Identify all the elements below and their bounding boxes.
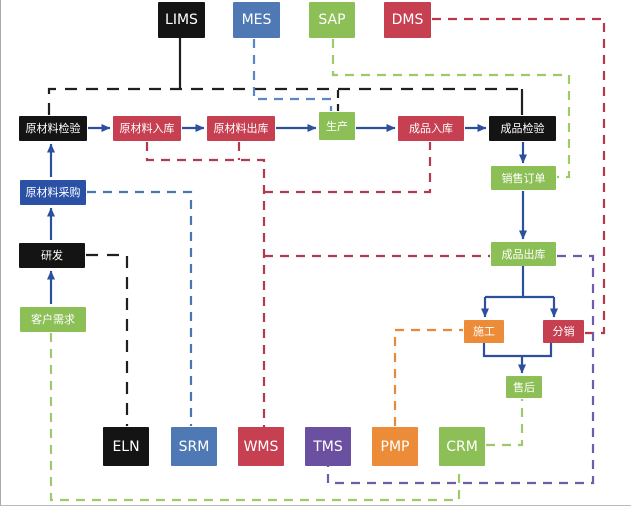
node-label-raw-material-procurement: 原材料采购 xyxy=(25,186,81,199)
edge-srm-to-procurement xyxy=(87,190,193,426)
edge-rnd-to-eln xyxy=(86,253,129,426)
node-label-finished-goods-inspection: 成品检验 xyxy=(500,122,545,135)
node-label-eln: ELN xyxy=(112,438,140,455)
node-wms: WMS xyxy=(238,427,284,466)
edge-crm-to-customer-demand xyxy=(49,333,461,502)
node-label-srm: SRM xyxy=(178,438,210,455)
node-label-lims: LIMS xyxy=(165,12,198,28)
edge-merge-cross xyxy=(482,343,553,358)
node-sap: SAP xyxy=(309,2,355,38)
node-raw-material-procurement: 原材料采购 xyxy=(20,180,86,205)
node-mes: MES xyxy=(233,2,280,38)
node-construction: 施工 xyxy=(464,320,504,343)
node-lims: LIMS xyxy=(158,2,205,38)
node-label-raw-material-outbound: 原材料出库 xyxy=(213,122,269,135)
node-srm: SRM xyxy=(171,427,217,466)
edge-mes-to-production xyxy=(252,39,333,111)
node-dms: DMS xyxy=(384,2,431,38)
node-raw-material-outbound: 原材料出库 xyxy=(207,116,275,141)
node-after-sales: 售后 xyxy=(506,376,542,398)
edge-crm-to-after-sales xyxy=(486,399,524,447)
node-label-construction: 施工 xyxy=(473,325,495,338)
edge-pmp-to-construction xyxy=(393,328,463,426)
node-crm: CRM xyxy=(439,427,485,466)
edge-wms-to-finished-inbound xyxy=(264,142,432,194)
node-label-production: 生产 xyxy=(326,119,348,133)
node-label-after-sales: 售后 xyxy=(513,380,535,394)
node-label-finished-goods-inbound: 成品入库 xyxy=(409,122,453,135)
edge-lims-bus xyxy=(47,87,521,115)
node-raw-material-inspection: 原材料检验 xyxy=(19,116,87,141)
node-label-mes: MES xyxy=(241,12,272,28)
node-production: 生产 xyxy=(319,112,355,140)
node-pmp: PMP xyxy=(372,427,418,466)
node-label-wms: WMS xyxy=(243,438,279,455)
node-label-sales-order: 销售订单 xyxy=(501,171,546,185)
node-label-rnd: 研发 xyxy=(41,249,63,262)
node-label-finished-goods-outbound: 成品出库 xyxy=(501,247,546,261)
node-raw-material-inbound: 原材料入库 xyxy=(113,116,181,141)
node-sales-order: 销售订单 xyxy=(491,166,556,190)
node-label-sap: SAP xyxy=(318,12,346,28)
edge-sap-to-sales-order xyxy=(331,39,571,179)
node-label-tms: TMS xyxy=(313,438,343,455)
node-rnd: 研发 xyxy=(19,243,85,268)
edge-wms-trunk xyxy=(145,142,266,427)
node-label-raw-material-inspection: 原材料检验 xyxy=(25,122,81,135)
edge-dms-to-distribution xyxy=(432,17,606,335)
node-finished-goods-outbound: 成品出库 xyxy=(491,242,556,266)
node-label-pmp: PMP xyxy=(380,438,410,455)
edge-tms-to-finished-outbound xyxy=(326,254,595,485)
node-distribution: 分销 xyxy=(543,320,584,343)
node-eln: ELN xyxy=(103,427,149,466)
node-finished-goods-inspection: 成品检验 xyxy=(489,116,556,141)
node-label-distribution: 分销 xyxy=(552,325,575,338)
node-label-customer-demand: 客户需求 xyxy=(31,313,75,326)
node-label-dms: DMS xyxy=(391,12,424,28)
node-tms: TMS xyxy=(305,427,351,466)
node-finished-goods-inbound: 成品入库 xyxy=(398,116,464,141)
node-label-crm: CRM xyxy=(446,438,478,455)
node-customer-demand: 客户需求 xyxy=(20,307,86,332)
node-label-raw-material-inbound: 原材料入库 xyxy=(119,122,175,135)
